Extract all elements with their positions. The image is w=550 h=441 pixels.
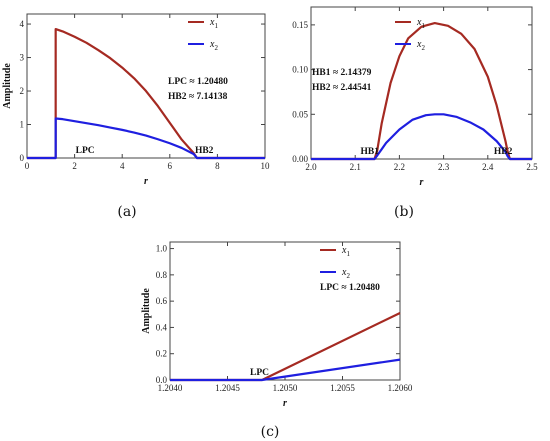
value-annotation: HB1 ≈ 2.14379 [312, 68, 372, 78]
legend-entry: x1 [341, 245, 350, 258]
y-tick-label: 0.0 [156, 375, 168, 385]
point-annotation: LPC [76, 146, 95, 156]
legend-entry: x2 [209, 39, 218, 52]
point-annotation: HB1 [361, 147, 380, 157]
x-tick-label: 1.2060 [388, 383, 413, 393]
x-tick-label: 10 [261, 161, 271, 171]
panel-label: (a) [117, 204, 136, 220]
chart-panel-1: 0 2 4 6 8 10 0 1 2 3 4 r Amplitude x1 x2 LPC ≈ 1.20480 H… [2, 13, 271, 220]
value-annotation: HB2 ≈ 7.14138 [168, 92, 228, 102]
x-tick-label: 2.4 [482, 162, 494, 172]
y-tick-label: 0.10 [292, 65, 308, 75]
series-line-x1 [170, 311, 401, 382]
x-tick-label: 1.2055 [330, 383, 355, 393]
x-tick-label: 2.2 [394, 162, 405, 172]
series-line-x1 [27, 27, 265, 160]
y-tick-label: 0.15 [292, 20, 308, 30]
y-tick-label: 1.0 [156, 244, 168, 254]
value-annotation: LPC ≈ 1.20480 [320, 283, 380, 293]
y-tick-label: 0.4 [156, 322, 168, 332]
value-annotation: HB2 ≈ 2.44541 [312, 83, 372, 93]
plot-frame [169, 241, 401, 381]
x-axis-label: r [144, 176, 148, 187]
x-tick-label: 1.2045 [215, 383, 240, 393]
x-axis-label: r [283, 398, 287, 409]
x-tick-label: 2.3 [438, 162, 450, 172]
x-tick-label: 1.2040 [158, 383, 183, 393]
x-tick-label: 2.1 [350, 162, 361, 172]
series-line-x2 [170, 358, 401, 382]
legend-entry: x1 [416, 17, 425, 30]
panel-label: (b) [394, 204, 414, 220]
y-tick-label: 2 [20, 86, 25, 96]
x-tick-label: 8 [215, 161, 220, 171]
y-tick-label: 1 [20, 120, 25, 130]
y-tick-label: 0.8 [156, 270, 168, 280]
point-annotation: LPC [250, 368, 269, 378]
legend-entry: x2 [341, 267, 350, 280]
plot-frame [310, 6, 533, 160]
chart-panel-2: 2.0 2.1 2.2 2.3 2.4 2.5 0.00 0.05 0.10 0.15 r x1 x2 H… [292, 6, 538, 220]
y-axis-label: Amplitude [141, 288, 152, 334]
y-tick-label: 0.6 [156, 296, 168, 306]
series-line-x1 [311, 21, 532, 161]
y-tick-label: 0.05 [292, 109, 308, 119]
legend-entry: x2 [416, 39, 425, 52]
y-tick-label: 0.2 [156, 349, 167, 359]
value-annotation: LPC ≈ 1.20480 [168, 77, 228, 87]
x-tick-label: 4 [120, 161, 125, 171]
y-tick-label: 3 [20, 53, 25, 63]
chart-panel-3: 1.2040 1.2045 1.2050 1.2055 1.2060 0.0 0.2 0.4 0… [141, 241, 413, 440]
plot-frame [26, 13, 266, 159]
y-tick-label: 0 [20, 153, 25, 163]
y-tick-label: 0.00 [292, 154, 308, 164]
series-line-x2 [311, 113, 532, 161]
series-line-x2 [27, 117, 265, 160]
y-tick-label: 4 [20, 19, 25, 29]
legend-entry: x1 [209, 17, 218, 30]
y-axis-label: Amplitude [2, 63, 13, 109]
x-axis-label: r [420, 177, 424, 188]
x-tick-label: 1.2050 [273, 383, 298, 393]
x-tick-label: 6 [168, 161, 173, 171]
panel-label: (c) [261, 424, 280, 440]
point-annotation: HB2 [494, 147, 513, 157]
x-tick-label: 0 [25, 161, 30, 171]
x-tick-label: 2 [72, 161, 77, 171]
x-tick-label: 2.0 [305, 162, 317, 172]
point-annotation: HB2 [195, 146, 214, 156]
x-tick-label: 2.5 [526, 162, 538, 172]
